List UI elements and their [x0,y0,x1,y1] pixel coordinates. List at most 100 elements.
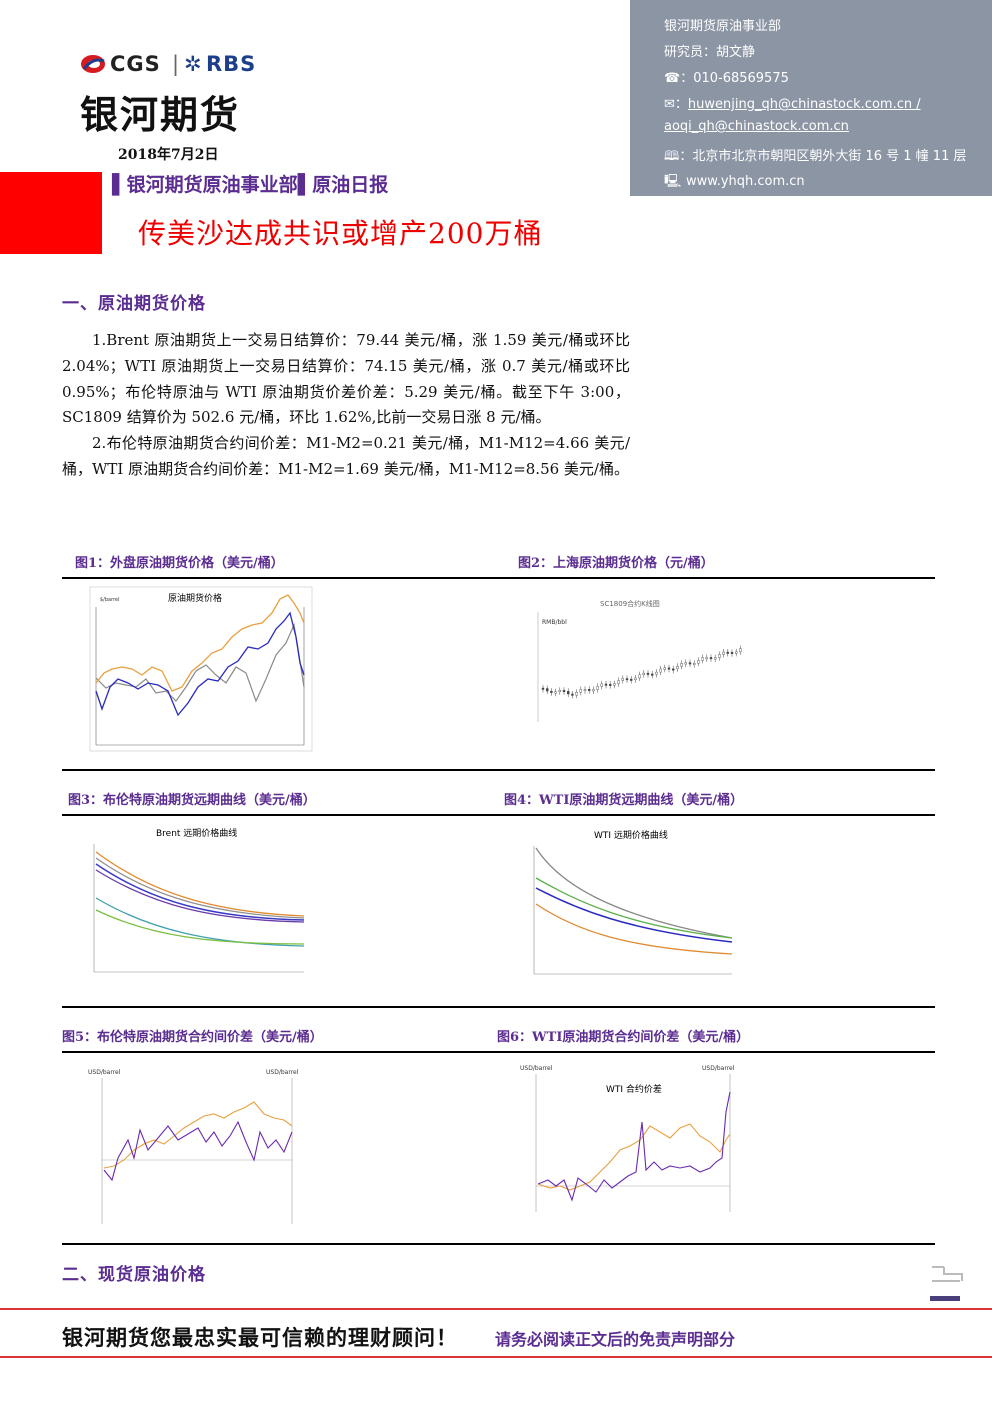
candle-body [583,689,587,691]
chart-1-series-blue [95,611,305,717]
candle-body [726,651,730,654]
contact-dept: 银河期货原油事业部 [664,19,782,34]
footer-top-line [0,1308,992,1310]
chart-3-title: Brent 远期价格曲线 [156,827,237,839]
candle-body [629,678,633,681]
figure-2-caption: 图2：上海原油期货价格（元/桶） [518,556,714,571]
chart-3-curve-grey [95,857,305,919]
candle-body [688,662,692,665]
figure-4-caption: 图4：WTI原油期货远期曲线（美元/桶） [504,793,744,808]
chart-6-series-orange [537,1123,731,1191]
contact-website: 🖳 www.yhqh.com.cn [664,172,805,194]
phone-icon: ☎ [664,71,681,86]
candle-body [634,677,637,680]
chart-brent-forward-curve: Brent 远期价格曲线 [93,827,305,973]
page-turn-icon[interactable] [930,1264,964,1284]
candle-body [722,651,725,655]
candle-body [600,683,604,687]
chart-5-unit-left: USD/barrel [88,1069,121,1076]
candle-body [567,691,570,695]
footer-disclaimer: 请务必阅读正文后的免责声明部分 [495,1330,736,1349]
chart-5-series-purple [103,1120,293,1182]
chart-1-series-orange [95,594,305,692]
footer-slogan: 银河期货您最忠实最可信赖的理财顾问！ [62,1326,458,1350]
figure-6-caption: 图6：WTI原油期货合约间价差（美元/桶） [497,1030,750,1045]
chart-4-curve-orange [535,903,733,955]
chart-6-title: WTI 合约价差 [606,1083,662,1095]
candle-body [621,678,625,681]
contact-address: 🕮：北京市北京市朝阳区朝外大街 16 号 1 幢 11 层 [664,149,967,164]
chart-1-unit: $/barrel [100,597,119,603]
section-2-title: 二、现货原油价格 [62,1265,206,1285]
cgs-rbs-logo: CGS | ✲ RBS [80,52,260,78]
contact-email: ✉：huwenjing_qh@chinastock.com.cn / [664,97,921,112]
logo-rbs-text: RBS [206,52,257,76]
email-link-1[interactable]: huwenjing_qh@chinastock.com.cn / [687,97,921,112]
candle-body [617,680,620,684]
candle-body [579,689,582,693]
candle-body [638,674,641,679]
mail-icon: ✉ [664,97,675,112]
section-1-body: 1.Brent 原油期货上一交易日结算价：79.44 美元/桶，涨 1.59 美… [62,328,630,483]
footer-bottom-line [0,1356,992,1358]
paragraph-1: 1.Brent 原油期货上一交易日结算价：79.44 美元/桶，涨 1.59 美… [62,331,630,427]
chart-wti-spread: USD/barrel USD/barrel WTI 合约价差 [520,1065,735,1212]
page-indicator-bar [930,1296,960,1301]
rule-3 [62,814,935,816]
website-link[interactable]: www.yhqh.com.cn [686,174,805,189]
chart-2-title: SC1809合约K线图 [600,599,660,608]
candle-body [671,668,675,671]
chart-2-candles [541,645,742,699]
rule-2 [62,769,935,771]
contact-info-box: 银河期货原油事业部 研究员：胡文静 ☎：010-68569575 ✉：huwen… [630,0,992,196]
chart-6-series-purple [537,1091,731,1202]
candle-body [613,683,616,686]
candle-body [667,667,671,670]
rule-1 [62,577,935,579]
candle-body [718,654,721,658]
rule-4 [62,1006,935,1008]
red-accent-block [0,172,102,254]
candle-body [646,672,650,675]
candle-body [554,691,557,694]
chart-6-unit-right: USD/barrel [702,1065,735,1072]
chart-2-unit: RMB/bbl [542,619,567,626]
chart-crude-futures: 原油期货价格 $/barrel [89,586,313,752]
candle-body [697,660,700,664]
candle-body [546,688,549,692]
candle-body [642,672,646,675]
contact-email-2: aoqi_qh@chinastock.com.cn [664,119,849,134]
report-headline: 传美沙达成共识或增产200万桶 [138,217,543,250]
chart-3-curve-green [95,909,305,945]
chart-3-curve-blue [95,863,305,921]
candle-body [562,690,566,692]
candle-body [739,648,742,653]
department-report-line: ▌银河期货原油事业部▌原油日报 [112,174,389,196]
chart-4-curve-green [535,877,733,939]
candle-body [713,657,717,660]
chart-3-curve-orange [95,851,305,917]
rule-5 [62,1051,935,1053]
logo-divider: | [172,52,181,76]
figure-1-caption: 图1：外盘原油期货价格（美元/桶） [75,556,284,571]
candle-body [709,657,713,660]
computer-icon: 🖳 [664,174,682,189]
candle-body [680,662,683,667]
candle-body [608,683,612,686]
candle-body [730,652,734,654]
email-link-2[interactable]: aoqi_qh@chinastock.com.cn [664,119,849,134]
rule-6 [62,1243,935,1245]
candle-body [575,692,578,696]
chart-5-series-orange [103,1101,293,1169]
chart-sc1809-kline: SC1809合约K线图 RMB/bbl [537,599,742,722]
chart-4-curve-blue [535,887,733,943]
candle-body [587,689,591,691]
candle-body [541,687,545,690]
chart-brent-spread: USD/barrel USD/barrel [88,1069,299,1224]
candle-body [592,689,595,692]
candle-body [571,693,574,696]
chart-3-curve-teal [95,897,305,947]
chart-1-title: 原油期货价格 [168,592,222,604]
figure-3-caption: 图3：布伦特原油期货远期曲线（美元/桶） [68,793,316,808]
address-icon: 🕮 [664,149,680,164]
